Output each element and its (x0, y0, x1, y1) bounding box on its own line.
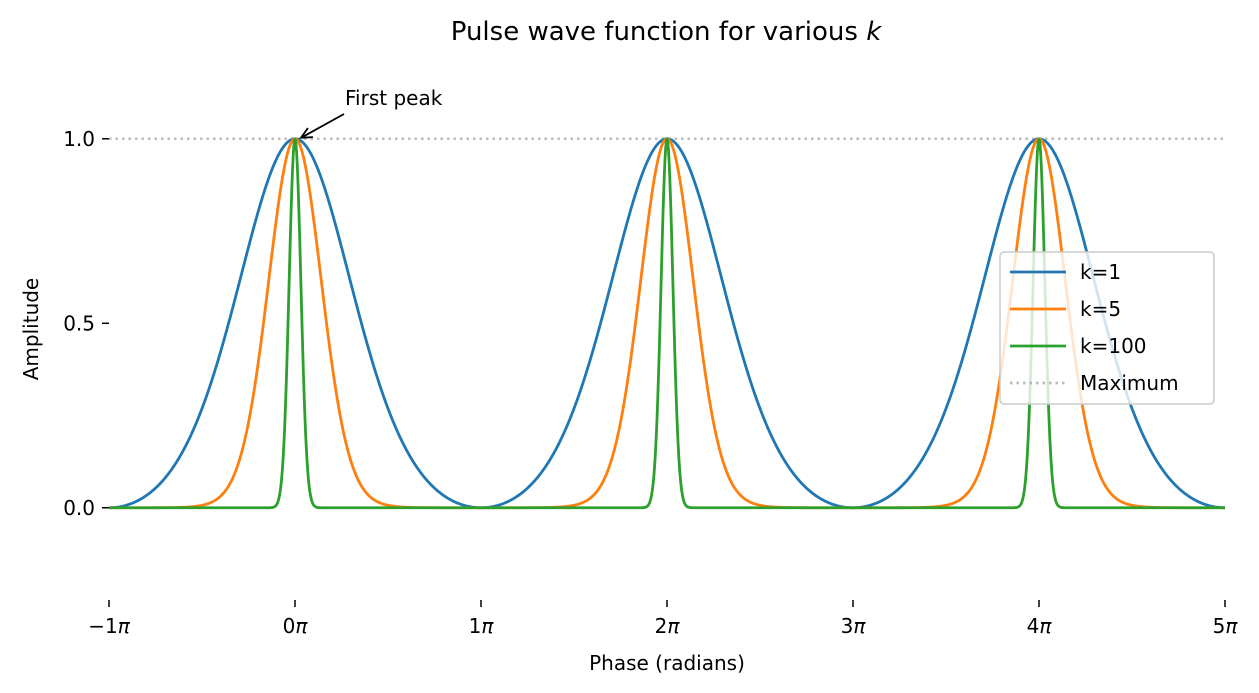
y-axis: 0.0 0.5 1.0 (63, 127, 109, 520)
annotation-text: First peak (345, 86, 443, 110)
annotation-arrow (300, 113, 345, 139)
x-axis: −1π 0π 1π 2π 3π 4π 5π (88, 600, 1238, 638)
x-tick-label: 3π (841, 614, 867, 638)
series-layer (108, 137, 1226, 510)
y-tick-label: 0.5 (63, 311, 95, 335)
chart-title: Pulse wave function for various k (451, 17, 883, 47)
legend-label: k=5 (1080, 297, 1121, 321)
legend-box (999, 251, 1215, 405)
series-line-k-100 (108, 137, 1226, 510)
legend-label: k=1 (1080, 260, 1121, 284)
legend: k=1 k=5 k=100 Maximum (999, 251, 1215, 405)
chart-title-variable: k (866, 17, 882, 47)
x-tick-label: 5π (1213, 614, 1239, 638)
y-tick-label: 1.0 (63, 127, 95, 151)
x-tick-label: −1π (88, 614, 130, 638)
annotation-arrowhead (299, 127, 314, 139)
y-axis-label: Amplitude (19, 278, 43, 381)
legend-label: Maximum (1080, 371, 1179, 395)
x-tick-label: 0π (283, 614, 309, 638)
x-tick-label: 2π (655, 614, 681, 638)
x-axis-label: Phase (radians) (589, 651, 745, 675)
x-tick-label: 1π (469, 614, 495, 638)
y-tick-label: 0.0 (63, 496, 95, 520)
annotation: First peak (299, 86, 443, 139)
legend-label: k=100 (1080, 334, 1147, 358)
x-tick-label: 4π (1027, 614, 1053, 638)
